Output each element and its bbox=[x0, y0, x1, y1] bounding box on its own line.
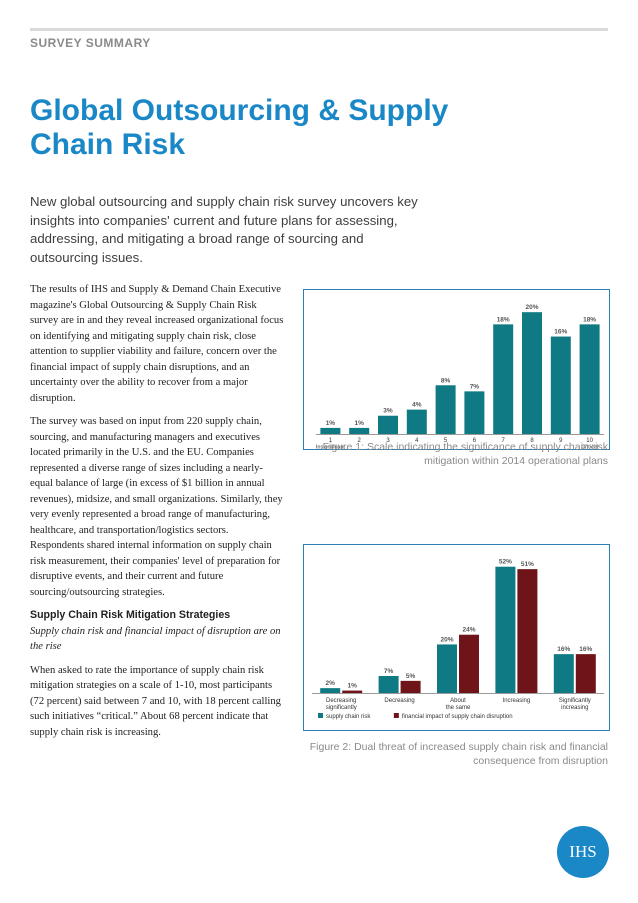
fig2-tick-label: Decreasing bbox=[384, 698, 414, 704]
fig2-bar bbox=[517, 569, 538, 693]
fig1-bar bbox=[378, 415, 398, 434]
fig2-value-label: 5% bbox=[406, 673, 416, 680]
figure-2-caption: Figure 2: Dual threat of increased suppl… bbox=[309, 741, 608, 767]
figure-2-frame: 2% 1% Decreasing significantly 7% 5% Decreasin… bbox=[303, 544, 610, 731]
lede-paragraph: New global outsourcing and supply chain … bbox=[30, 194, 418, 265]
figure-1-caption: Figure 1: Scale indicating the significa… bbox=[322, 441, 608, 467]
fig2-value-label: 1% bbox=[347, 683, 357, 690]
fig2-value-label: 51% bbox=[521, 561, 534, 568]
fig1-tick-label: 7 bbox=[502, 438, 506, 444]
fig2-value-label: 16% bbox=[557, 646, 570, 653]
fig1-bar bbox=[464, 391, 485, 434]
fig1-tick-label: 10 bbox=[586, 438, 593, 444]
page-title: Global Outsourcing & Supply Chain Risk bbox=[30, 94, 449, 161]
fig1-value-label: 3% bbox=[383, 408, 393, 415]
fig1-tick-sublabel: Critical bbox=[581, 445, 598, 450]
fig2-bar bbox=[437, 644, 457, 693]
fig2-legend-label: supply chain risk bbox=[326, 714, 371, 720]
fig2-value-label: 2% bbox=[325, 680, 335, 687]
fig1-bar bbox=[320, 427, 341, 434]
fig1-bar bbox=[349, 427, 370, 434]
fig2-bar bbox=[320, 688, 341, 693]
fig2-bar bbox=[495, 566, 516, 693]
fig2-bar bbox=[553, 654, 574, 693]
fig2-bar bbox=[575, 654, 596, 693]
fig1-bar bbox=[550, 336, 571, 434]
fig1-bar bbox=[406, 409, 427, 434]
body-column: The results of IHS and Supply & Demand C… bbox=[30, 282, 285, 748]
fig1-tick-label: 5 bbox=[444, 438, 448, 444]
fig1-value-label: 1% bbox=[326, 420, 336, 427]
fig2-value-label: 20% bbox=[440, 636, 453, 643]
section-subheading: Supply chain risk and financial impact o… bbox=[30, 625, 281, 653]
top-rule bbox=[30, 28, 608, 31]
fig2-tick-label: increasing bbox=[561, 705, 588, 711]
fig1-tick-label: 9 bbox=[559, 438, 563, 444]
fig1-tick-label: 4 bbox=[415, 438, 419, 444]
fig1-bar bbox=[579, 324, 600, 434]
fig1-value-label: 4% bbox=[412, 402, 422, 409]
fig2-tick-label: Decreasing bbox=[326, 698, 356, 704]
fig1-value-label: 8% bbox=[441, 377, 451, 384]
fig1-bar bbox=[435, 385, 456, 434]
fig1-bar bbox=[522, 312, 542, 434]
fig1-tick-label: 2 bbox=[358, 438, 362, 444]
fig1-value-label: 7% bbox=[470, 383, 480, 390]
fig1-value-label: 18% bbox=[583, 316, 596, 323]
fig1-tick-label: 8 bbox=[530, 438, 534, 444]
body-paragraph-1: The results of IHS and Supply & Demand C… bbox=[30, 284, 284, 404]
fig2-value-label: 7% bbox=[384, 668, 394, 675]
fig1-tick-label: 1 bbox=[329, 438, 333, 444]
fig1-tick-sublabel: Insignificant bbox=[316, 445, 346, 450]
body-paragraph-3: When asked to rate the importance of sup… bbox=[30, 664, 281, 738]
fig2-value-label: 52% bbox=[499, 559, 512, 566]
section-heading: Supply Chain Risk Mitigation Strategies bbox=[30, 609, 231, 621]
fig1-value-label: 1% bbox=[354, 420, 364, 427]
figure-2-chart: 2% 1%Decreasingsignificantly7%5%Decreasin… bbox=[312, 559, 604, 720]
fig2-legend-swatch bbox=[393, 713, 399, 718]
fig1-tick-label: 3 bbox=[386, 438, 390, 444]
fig2-bar bbox=[459, 634, 479, 693]
fig2-tick-label: Significantly bbox=[559, 698, 591, 704]
fig2-bar bbox=[378, 676, 399, 693]
figure-1-frame: 1% 1 Insignificant 1% 2 3% 3 4% 4 8% 5 7% 6 18% 7 20% 8 1… bbox=[303, 289, 610, 451]
fig1-bar bbox=[493, 324, 514, 434]
fig1-value-label: 18% bbox=[497, 316, 510, 323]
fig2-legend-label: financial impact of supply chain disrupt… bbox=[402, 714, 513, 720]
body-paragraph-2: The survey was based on input from 220 s… bbox=[30, 416, 283, 598]
section-kicker: SURVEY SUMMARY bbox=[30, 36, 151, 50]
fig2-tick-label: Increasing bbox=[503, 698, 531, 704]
fig1-tick-label: 6 bbox=[473, 438, 477, 444]
fig2-bar bbox=[400, 680, 421, 693]
fig2-tick-label: significantly bbox=[326, 705, 357, 711]
fig2-value-label: 16% bbox=[579, 646, 592, 653]
fig2-tick-label: the same bbox=[446, 705, 471, 711]
fig2-tick-label: About bbox=[450, 698, 466, 704]
fig1-value-label: 16% bbox=[554, 329, 567, 336]
fig1-value-label: 20% bbox=[525, 304, 538, 311]
fig2-bar bbox=[342, 690, 363, 693]
fig2-value-label: 24% bbox=[462, 627, 475, 634]
ihs-logo: IHS bbox=[557, 826, 609, 878]
fig2-legend-swatch bbox=[318, 713, 323, 718]
